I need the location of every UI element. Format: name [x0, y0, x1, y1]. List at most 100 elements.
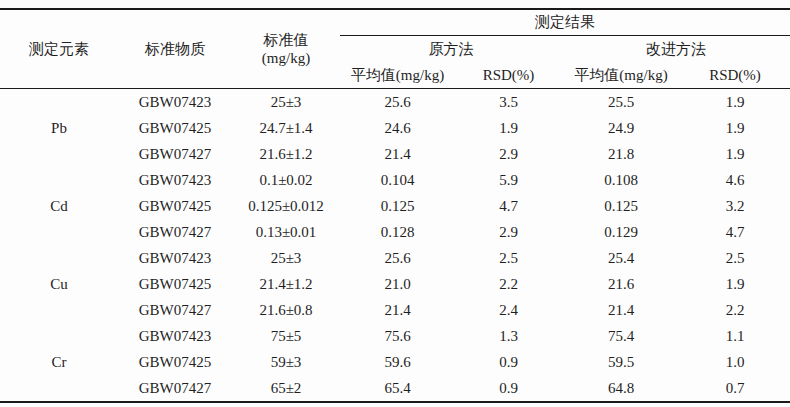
orig-avg-cell: 25.6	[340, 245, 455, 271]
header-material: 标准物质	[118, 9, 232, 89]
element-cell: Cd	[0, 167, 118, 245]
material-cell: GBW07423	[118, 323, 232, 349]
standard-cell: 65±2	[232, 375, 340, 402]
imp-avg-cell: 25.4	[562, 245, 680, 271]
imp-rsd-cell: 4.6	[680, 167, 790, 193]
table-header: 测定元素 标准物质 标准值 (mg/kg) 测定结果 原方法 改进方法 平均值(…	[0, 9, 790, 89]
header-element: 测定元素	[0, 9, 118, 89]
header-original-average: 平均值(mg/kg)	[340, 62, 455, 89]
orig-rsd-cell: 3.5	[455, 89, 562, 116]
standard-cell: 21.6±1.2	[232, 141, 340, 167]
orig-rsd-cell: 0.9	[455, 349, 562, 375]
measurement-results-table: 测定元素 标准物质 标准值 (mg/kg) 测定结果 原方法 改进方法 平均值(…	[0, 8, 790, 403]
table-row: GBW0742559±359.60.959.51.0	[0, 349, 790, 375]
imp-rsd-cell: 1.9	[680, 141, 790, 167]
standard-cell: 0.1±0.02	[232, 167, 340, 193]
header-original-rsd: RSD(%)	[455, 62, 562, 89]
material-cell: GBW07425	[118, 271, 232, 297]
imp-avg-cell: 25.5	[562, 89, 680, 116]
imp-avg-cell: 21.8	[562, 141, 680, 167]
material-cell: GBW07427	[118, 219, 232, 245]
table-row: GBW074270.13±0.010.1282.90.1294.7	[0, 219, 790, 245]
standard-cell: 25±3	[232, 89, 340, 116]
standard-cell: 25±3	[232, 245, 340, 271]
standard-cell: 75±5	[232, 323, 340, 349]
imp-avg-cell: 0.129	[562, 219, 680, 245]
header-method-improved: 改进方法	[562, 36, 790, 63]
imp-avg-cell: 24.9	[562, 115, 680, 141]
imp-avg-cell: 0.108	[562, 167, 680, 193]
orig-avg-cell: 0.128	[340, 219, 455, 245]
imp-rsd-cell: 2.5	[680, 245, 790, 271]
orig-avg-cell: 0.104	[340, 167, 455, 193]
orig-avg-cell: 21.4	[340, 141, 455, 167]
standard-cell: 59±3	[232, 349, 340, 375]
orig-avg-cell: 65.4	[340, 375, 455, 402]
table-row: GBW074250.125±0.0120.1254.70.1253.2	[0, 193, 790, 219]
orig-avg-cell: 21.4	[340, 297, 455, 323]
table-row: GBW0742721.6±1.221.42.921.81.9	[0, 141, 790, 167]
imp-avg-cell: 64.8	[562, 375, 680, 402]
material-cell: GBW07425	[118, 115, 232, 141]
imp-avg-cell: 21.4	[562, 297, 680, 323]
standard-cell: 21.6±0.8	[232, 297, 340, 323]
imp-rsd-cell: 4.7	[680, 219, 790, 245]
header-method-original: 原方法	[340, 36, 562, 63]
element-cell: Cr	[0, 323, 118, 402]
table-row: GBW0742521.4±1.221.02.221.61.9	[0, 271, 790, 297]
imp-rsd-cell: 2.2	[680, 297, 790, 323]
imp-rsd-cell: 1.0	[680, 349, 790, 375]
standard-cell: 24.7±1.4	[232, 115, 340, 141]
orig-rsd-cell: 4.7	[455, 193, 562, 219]
orig-rsd-cell: 5.9	[455, 167, 562, 193]
orig-rsd-cell: 1.9	[455, 115, 562, 141]
table-row: CrGBW0742375±575.61.375.41.1	[0, 323, 790, 349]
element-cell: Cu	[0, 245, 118, 323]
header-standard-value-line2: (mg/kg)	[232, 49, 340, 67]
imp-avg-cell: 0.125	[562, 193, 680, 219]
orig-rsd-cell: 2.4	[455, 297, 562, 323]
header-standard-value: 标准值 (mg/kg)	[232, 9, 340, 89]
orig-rsd-cell: 0.9	[455, 375, 562, 402]
orig-rsd-cell: 1.3	[455, 323, 562, 349]
material-cell: GBW07423	[118, 89, 232, 116]
imp-avg-cell: 21.6	[562, 271, 680, 297]
table-row: CdGBW074230.1±0.020.1045.90.1084.6	[0, 167, 790, 193]
header-row-top: 测定元素 标准物质 标准值 (mg/kg) 测定结果	[0, 9, 790, 36]
header-improved-rsd: RSD(%)	[680, 62, 790, 89]
material-cell: GBW07427	[118, 297, 232, 323]
imp-rsd-cell: 1.9	[680, 271, 790, 297]
orig-rsd-cell: 2.9	[455, 141, 562, 167]
table-row: GBW0742721.6±0.821.42.421.42.2	[0, 297, 790, 323]
orig-avg-cell: 59.6	[340, 349, 455, 375]
orig-avg-cell: 24.6	[340, 115, 455, 141]
imp-rsd-cell: 1.9	[680, 115, 790, 141]
material-cell: GBW07427	[118, 375, 232, 402]
orig-avg-cell: 0.125	[340, 193, 455, 219]
material-cell: GBW07425	[118, 193, 232, 219]
standard-cell: 0.13±0.01	[232, 219, 340, 245]
orig-rsd-cell: 2.9	[455, 219, 562, 245]
orig-avg-cell: 75.6	[340, 323, 455, 349]
table-row: GBW0742524.7±1.424.61.924.91.9	[0, 115, 790, 141]
imp-avg-cell: 75.4	[562, 323, 680, 349]
material-cell: GBW07423	[118, 167, 232, 193]
header-improved-average: 平均值(mg/kg)	[562, 62, 680, 89]
header-results-group: 测定结果	[340, 9, 790, 36]
standard-cell: 0.125±0.012	[232, 193, 340, 219]
material-cell: GBW07427	[118, 141, 232, 167]
imp-rsd-cell: 1.1	[680, 323, 790, 349]
header-standard-value-line1: 标准值	[232, 31, 340, 49]
imp-avg-cell: 59.5	[562, 349, 680, 375]
imp-rsd-cell: 3.2	[680, 193, 790, 219]
orig-rsd-cell: 2.5	[455, 245, 562, 271]
standard-cell: 21.4±1.2	[232, 271, 340, 297]
material-cell: GBW07423	[118, 245, 232, 271]
material-cell: GBW07425	[118, 349, 232, 375]
table-row: CuGBW0742325±325.62.525.42.5	[0, 245, 790, 271]
orig-rsd-cell: 2.2	[455, 271, 562, 297]
table-row: PbGBW0742325±325.63.525.51.9	[0, 89, 790, 116]
imp-rsd-cell: 0.7	[680, 375, 790, 402]
imp-rsd-cell: 1.9	[680, 89, 790, 116]
element-cell: Pb	[0, 89, 118, 168]
